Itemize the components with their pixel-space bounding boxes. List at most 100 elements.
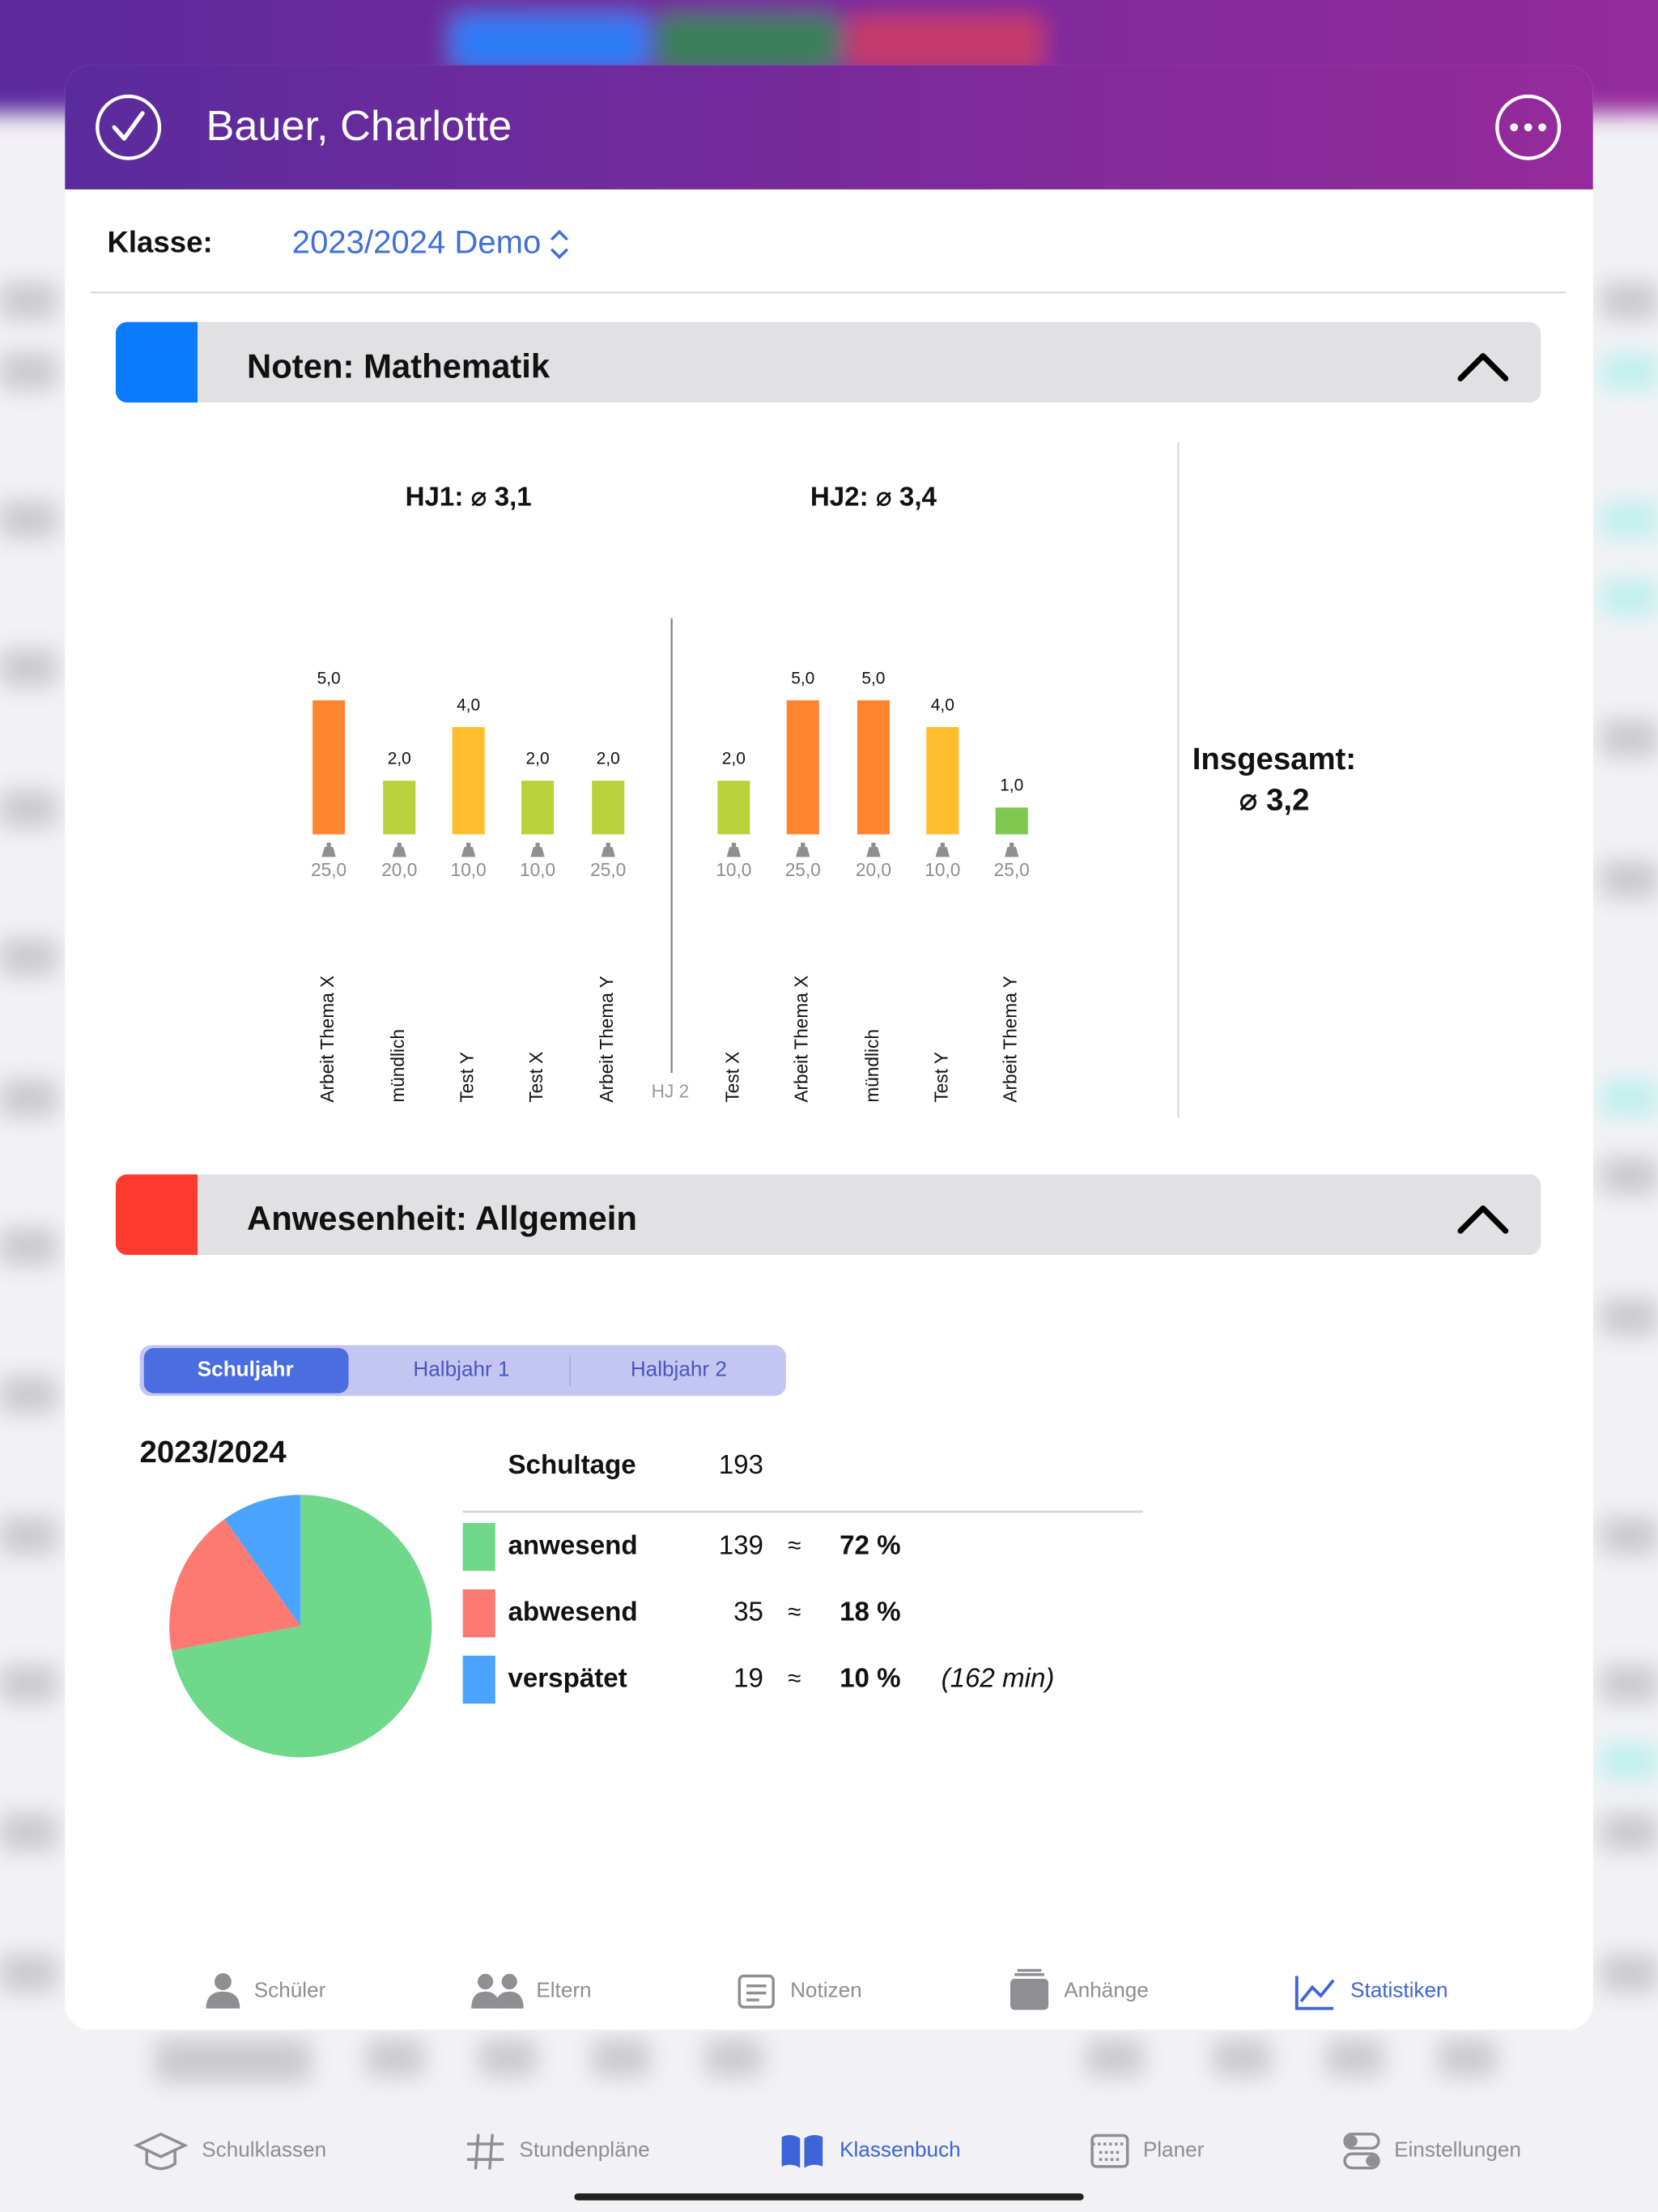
tab-label[interactable]: Eltern bbox=[536, 1978, 591, 2002]
grade-label: 2,0 bbox=[722, 750, 746, 768]
row-label: anwesend bbox=[508, 1530, 637, 1560]
row-label: verspätet bbox=[508, 1663, 627, 1693]
done-button[interactable] bbox=[96, 94, 162, 160]
icon-attachments bbox=[1010, 1968, 1049, 2010]
weight-label: 25,0 bbox=[785, 859, 821, 880]
segment-selected bbox=[143, 1347, 349, 1393]
row-approx: ≈ bbox=[788, 1665, 801, 1691]
segment[interactable]: Halbjahr 1 bbox=[413, 1357, 509, 1381]
item-name: Arbeit Thema X bbox=[317, 976, 338, 1103]
segments: Schuljahr Halbjahr 1 Halbjahr 2 bbox=[143, 1347, 727, 1393]
total-value: ⌀ 3,2 bbox=[1239, 783, 1309, 818]
pie-chart bbox=[169, 1495, 432, 1758]
row-percent: 10 % bbox=[840, 1663, 900, 1693]
tab-label[interactable]: Schüler bbox=[254, 1978, 326, 2002]
pie-slice bbox=[169, 1519, 301, 1651]
legend-swatch bbox=[462, 1523, 495, 1572]
row-percent: 72 % bbox=[840, 1530, 900, 1560]
term-title: HJ1: ⌀ 3,1 bbox=[406, 482, 532, 512]
item-name: Arbeit Thema Y bbox=[596, 976, 617, 1102]
weight-icon bbox=[461, 842, 476, 857]
row-count: 19 bbox=[733, 1663, 763, 1693]
segment[interactable]: Halbjahr 2 bbox=[631, 1357, 727, 1381]
section-header-bg bbox=[115, 321, 1541, 403]
tab-label[interactable]: Schulklassen bbox=[202, 2138, 326, 2162]
item-name: mündlich bbox=[387, 1029, 408, 1103]
item-name: Test Y bbox=[930, 1052, 951, 1103]
weight-icon bbox=[601, 842, 615, 857]
section-color bbox=[115, 1174, 198, 1255]
attendance-header[interactable]: Anwesenheit: Allgemein bbox=[115, 1174, 1541, 1255]
section-title: Anwesenheit: Allgemein bbox=[247, 1199, 637, 1237]
year-label: 2023/2024 bbox=[140, 1435, 287, 1470]
grade-label: 2,0 bbox=[526, 750, 550, 768]
weight-icon bbox=[796, 842, 810, 857]
icon-toggles bbox=[1343, 2133, 1380, 2170]
tab-label[interactable]: Einstellungen bbox=[1394, 2138, 1521, 2162]
more-button[interactable] bbox=[1495, 94, 1562, 160]
section-color bbox=[115, 321, 198, 403]
pie-slice bbox=[171, 1495, 432, 1758]
weight-label: 10,0 bbox=[451, 859, 487, 880]
item-name: Arbeit Thema Y bbox=[1000, 976, 1021, 1102]
icon-person bbox=[206, 1973, 240, 2009]
row-label: abwesend bbox=[508, 1597, 637, 1627]
divider-label: HJ 2 bbox=[652, 1080, 690, 1101]
grade-label: 5,0 bbox=[791, 669, 814, 687]
icon-graduation bbox=[133, 2132, 189, 2171]
grades-header[interactable]: Noten: Mathematik bbox=[115, 321, 1541, 403]
item-name: Test Y bbox=[457, 1052, 478, 1103]
grade-label: 5,0 bbox=[861, 669, 885, 687]
weight-label: 10,0 bbox=[716, 859, 751, 880]
tab-label[interactable]: Statistiken bbox=[1350, 1978, 1448, 2002]
term-title: HJ2: ⌀ 3,4 bbox=[810, 482, 937, 512]
grade-chart: HJ1: ⌀ 3,1 5,0 25,0 Arbeit Thema X 2,0 20,0 mü… bbox=[311, 482, 1030, 1102]
tab-label[interactable]: Stundenpläne bbox=[519, 2138, 649, 2162]
item-name: mündlich bbox=[861, 1029, 882, 1103]
collapse-chevron bbox=[1457, 353, 1509, 381]
dot bbox=[1524, 123, 1533, 132]
icon-people bbox=[471, 1973, 524, 2009]
weight-icon bbox=[392, 842, 406, 857]
weight-icon bbox=[530, 842, 545, 857]
tab-label[interactable]: Klassenbuch bbox=[840, 2138, 961, 2162]
tab-label[interactable]: Notizen bbox=[790, 1978, 862, 2002]
grade-label: 2,0 bbox=[597, 750, 620, 768]
item-name: Test X bbox=[525, 1052, 546, 1103]
modal-title: Bauer, Charlotte bbox=[206, 103, 512, 150]
segment[interactable]: Schuljahr bbox=[198, 1357, 294, 1381]
check-mark bbox=[112, 111, 145, 141]
item-name: Test X bbox=[721, 1052, 742, 1103]
weight-icon bbox=[1005, 842, 1019, 857]
tab-label[interactable]: Planer bbox=[1143, 2138, 1205, 2162]
total-days-label: Schultage bbox=[508, 1450, 636, 1480]
tab-label[interactable]: Anhänge bbox=[1064, 1978, 1149, 2002]
weight-label: 10,0 bbox=[925, 859, 960, 880]
row-approx: ≈ bbox=[788, 1598, 801, 1625]
weight-label: 10,0 bbox=[520, 859, 555, 880]
dot bbox=[1538, 123, 1546, 132]
total-days-value: 193 bbox=[719, 1450, 763, 1480]
class-picker[interactable]: 2023/2024 Demo bbox=[292, 225, 568, 261]
attendance-rows: anwesend 139 ≈72 % abwesend 35 ≈18 % verspätet… bbox=[462, 1523, 1054, 1704]
grade-bar bbox=[926, 727, 959, 835]
modal-header bbox=[65, 65, 1593, 189]
picker-chevron bbox=[551, 229, 568, 260]
icon-notes bbox=[738, 1974, 775, 2009]
grade-bar bbox=[857, 700, 890, 835]
icon-book bbox=[781, 2135, 823, 2168]
grade-bar bbox=[592, 781, 625, 835]
grade-label: 1,0 bbox=[1000, 776, 1023, 795]
legend-swatch bbox=[462, 1655, 495, 1704]
grade-bar bbox=[452, 727, 485, 835]
grade-label: 5,0 bbox=[317, 669, 341, 687]
inner-tab-bar: Schüler Eltern Notizen Anhänge Statistiken bbox=[206, 1968, 1448, 2010]
class-value: 2023/2024 Demo bbox=[292, 225, 541, 261]
more-icon bbox=[1495, 94, 1562, 160]
dot bbox=[1510, 123, 1519, 132]
row-count: 35 bbox=[733, 1597, 763, 1627]
grade-label: 4,0 bbox=[457, 696, 480, 714]
row-percent: 18 % bbox=[840, 1597, 900, 1627]
icon-hash bbox=[466, 2133, 504, 2170]
section-title: Noten: Mathematik bbox=[247, 347, 551, 385]
